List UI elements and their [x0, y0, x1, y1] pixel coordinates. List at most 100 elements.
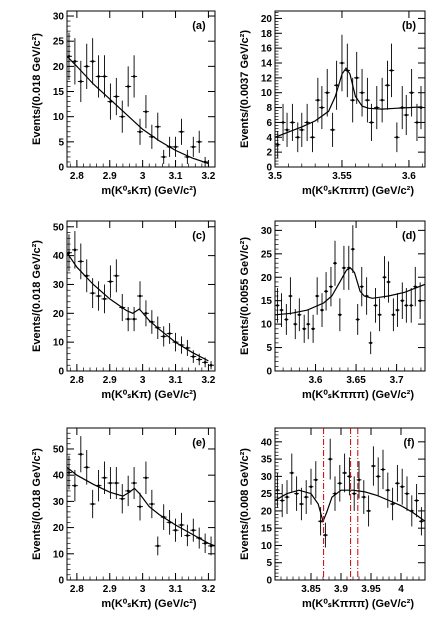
- fit-curve: [67, 466, 215, 547]
- data-point: [300, 128, 304, 132]
- data-point: [150, 502, 154, 506]
- data-point: [289, 294, 292, 298]
- data-point: [400, 299, 404, 302]
- y-tick-label: 6: [266, 118, 272, 129]
- data-point: [85, 65, 89, 68]
- data-point: [144, 312, 148, 315]
- x-tick-label: 4: [398, 584, 404, 595]
- data-point: [298, 313, 301, 317]
- y-tick-label: 30: [53, 12, 65, 23]
- data-point: [374, 304, 377, 307]
- data-point: [156, 125, 160, 129]
- x-axis-label: m(K⁰ₛKπππ) (GeV/c²): [302, 389, 414, 401]
- y-tick-label: 20: [53, 62, 65, 73]
- y-tick-label: 40: [53, 251, 65, 262]
- y-tick-label: 25: [261, 489, 273, 500]
- y-tick-label: 15: [261, 296, 273, 307]
- x-tick-label: 2.8: [70, 171, 84, 182]
- x-tick-label: 2.8: [70, 375, 84, 386]
- y-tick-label: 12: [261, 73, 273, 84]
- y-tick-label: 50: [53, 222, 65, 233]
- data-point: [285, 128, 289, 132]
- data-point: [197, 358, 201, 361]
- x-tick-label: 3.95: [361, 584, 381, 595]
- data-point: [360, 91, 364, 95]
- data-point: [338, 481, 342, 485]
- x-axis-label: m(K⁰ₛKπ) (GeV/c²): [101, 185, 196, 197]
- fit-curve: [275, 267, 425, 316]
- data-point: [186, 534, 189, 537]
- data-point: [366, 98, 369, 102]
- x-tick-label: 3: [140, 171, 146, 182]
- y-tick-label: 10: [53, 549, 65, 560]
- data-point: [285, 495, 289, 499]
- data-point: [91, 502, 94, 506]
- y-tick-label: 25: [261, 249, 273, 260]
- data-point: [276, 304, 279, 307]
- data-point: [73, 60, 77, 63]
- data-point: [103, 476, 106, 480]
- data-point: [392, 313, 395, 317]
- data-point: [329, 285, 333, 288]
- y-tick-label: 8: [266, 103, 272, 114]
- data-point: [91, 60, 94, 63]
- data-point: [311, 135, 314, 139]
- data-point: [324, 533, 327, 537]
- data-point: [400, 485, 404, 489]
- panel-c: 0 10 20 30 40 50 2.8 2.9 3 3.1 3.2 (c) m(K⁰ₛKπ) (GeV…: [31, 220, 216, 401]
- panel-label: (e): [192, 437, 206, 449]
- data-point: [383, 275, 386, 279]
- data-point: [138, 505, 142, 508]
- data-point: [342, 266, 346, 270]
- data-point: [97, 75, 100, 78]
- y-tick-label: 20: [261, 14, 273, 25]
- data-point: [311, 327, 315, 331]
- data-point: [168, 332, 171, 335]
- y-tick-label: 20: [261, 506, 273, 517]
- data-point: [302, 327, 306, 331]
- data-point: [144, 110, 148, 113]
- data-point: [191, 355, 195, 358]
- y-tick-label: 35: [261, 455, 273, 466]
- x-tick-label: 3.7: [390, 375, 404, 386]
- data-point: [180, 523, 183, 527]
- data-point: [156, 544, 160, 548]
- y-axis-label: Events/(0.018 GeV/c²): [31, 33, 43, 145]
- data-point: [291, 121, 294, 124]
- data-point: [418, 299, 422, 302]
- y-axis-label: Events/(0.018 GeV/c²): [31, 240, 43, 352]
- data-point: [285, 318, 288, 321]
- data-point: [115, 95, 118, 98]
- data-point: [293, 322, 297, 326]
- data-point: [320, 308, 324, 312]
- y-tick-label: 30: [261, 472, 273, 483]
- data-point: [103, 75, 106, 78]
- data-point: [395, 135, 399, 139]
- y-tick-label: 15: [53, 87, 65, 98]
- panel-label: (a): [192, 20, 206, 32]
- data-point: [357, 478, 361, 482]
- data-point: [132, 75, 136, 78]
- data-points: [67, 436, 215, 556]
- x-tick-label: 2.8: [70, 584, 84, 595]
- y-axis-label: Events/(0.0055 GeV/c²): [239, 237, 251, 355]
- data-point: [316, 98, 320, 102]
- y-axis-label: Events/(0.018 GeV/c²): [31, 448, 43, 560]
- data-point: [180, 130, 183, 134]
- y-tick-label: 30: [261, 226, 273, 237]
- panel-a: 0 5 10 15 20 25 30 2.8 2.9 3 3.1 3.2 (a) m(K⁰ₛKπ) (Ge…: [31, 10, 216, 197]
- panel-label: (f): [404, 437, 415, 449]
- data-point: [79, 80, 83, 83]
- data-point: [174, 528, 177, 532]
- data-point: [410, 91, 413, 95]
- data-point: [396, 308, 399, 312]
- data-point: [132, 481, 136, 485]
- data-point: [333, 261, 337, 265]
- data-point: [355, 76, 358, 80]
- data-point: [79, 452, 83, 456]
- panel-d: 0 5 10 15 20 25 30 3.6 3.65 3.7 (d) m(K⁰ₛKπππ) (GeV…: [239, 220, 426, 401]
- y-tick-label: 2: [266, 148, 272, 159]
- fit-curve: [67, 252, 209, 362]
- y-tick-label: 10: [261, 88, 273, 99]
- data-point: [138, 130, 142, 134]
